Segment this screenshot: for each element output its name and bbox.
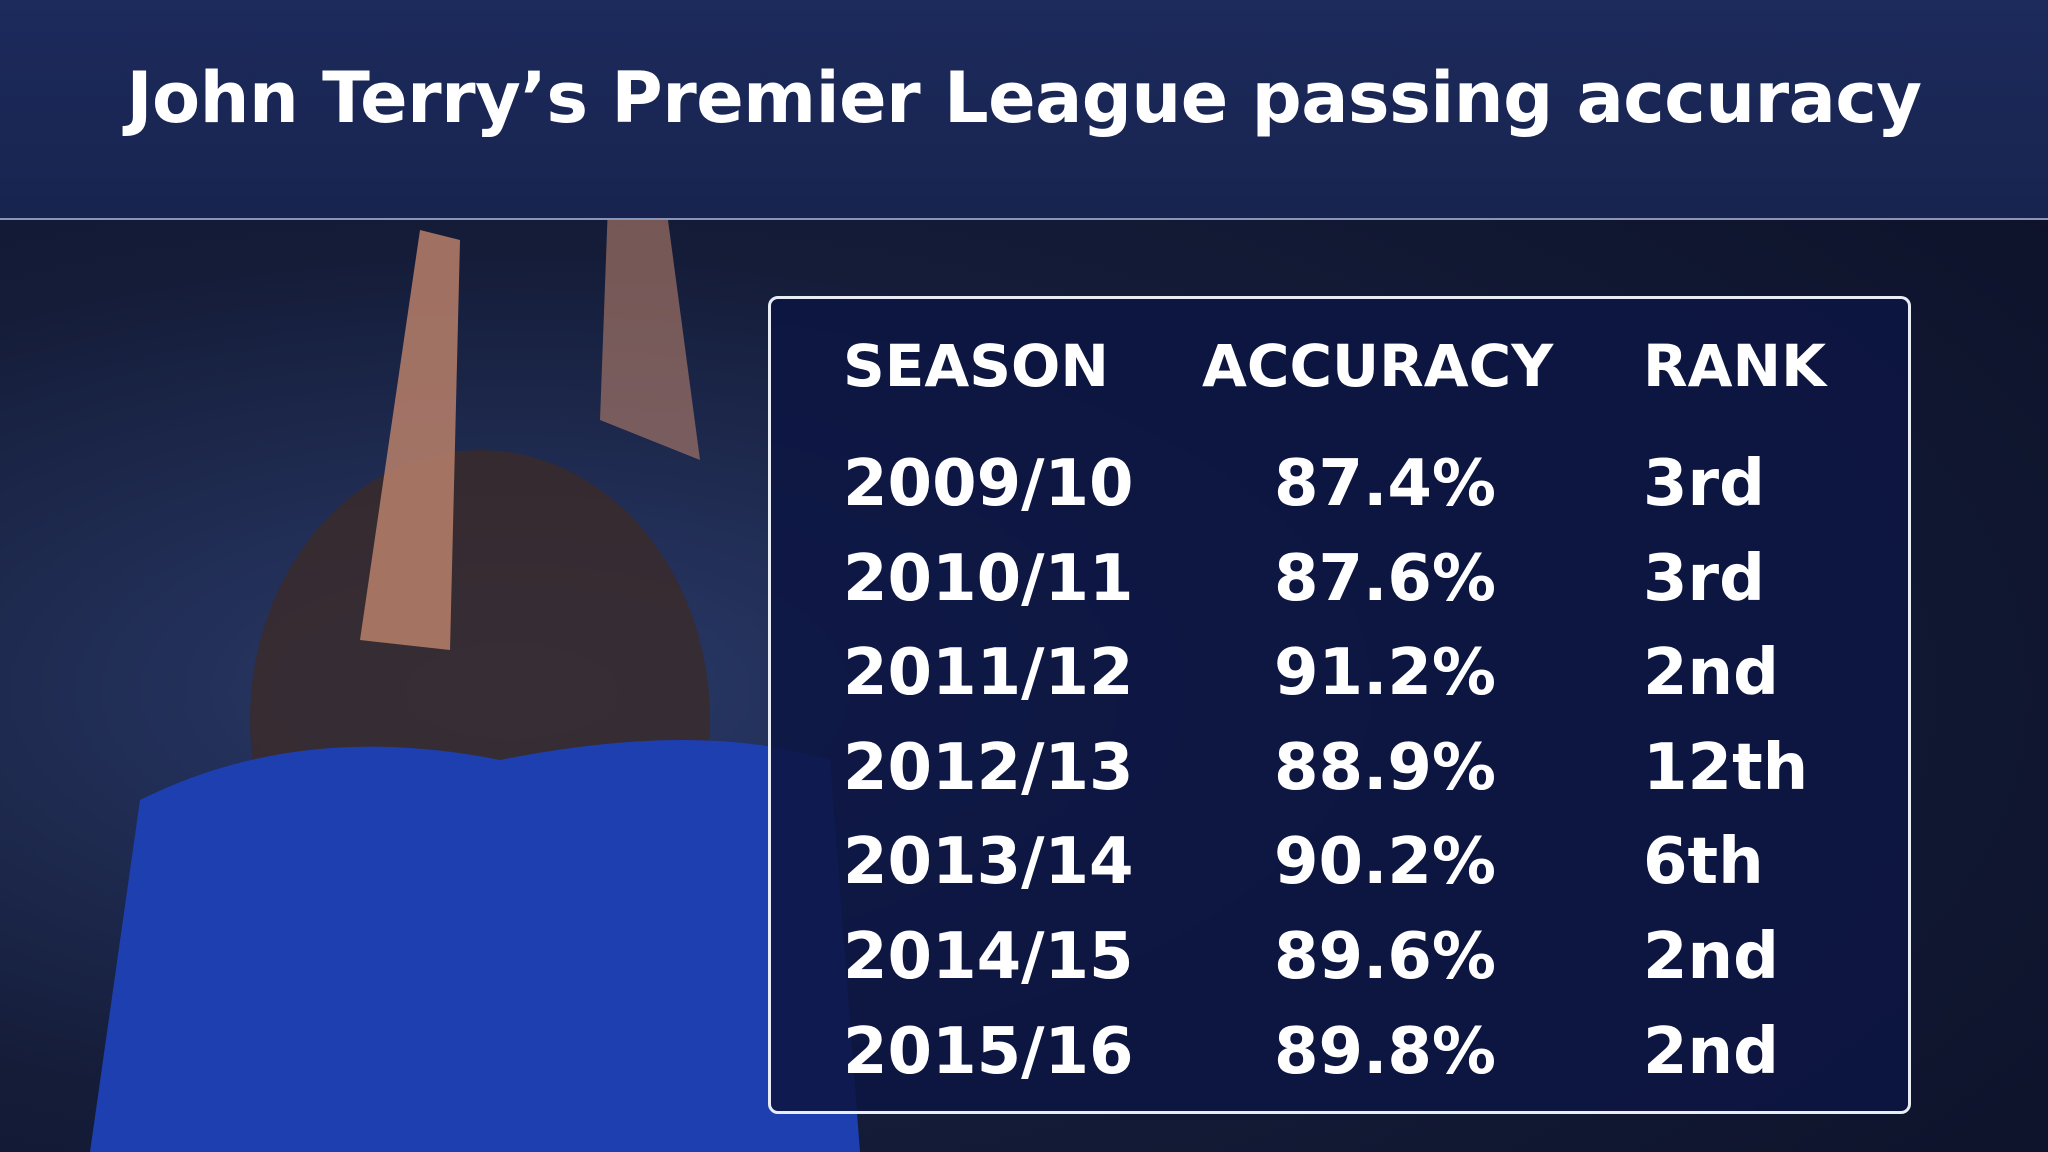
table-cell: 89.8% [1274, 1014, 1497, 1089]
table-cell: 90.2% [1274, 825, 1497, 900]
table-cell: 2015/16 [843, 1014, 1134, 1089]
table-cell: 87.4% [1274, 447, 1497, 521]
table-cell: 89.6% [1274, 920, 1497, 994]
table-cell: 88.9% [1274, 730, 1497, 805]
table-cell: 2nd [1643, 920, 1779, 994]
player-jersey [90, 740, 860, 1152]
column-header: ACCURACY [1202, 332, 1554, 400]
player-hand [600, 150, 700, 460]
table-cell: 2012/13 [843, 730, 1134, 805]
table-panel: SEASON ACCURACY RANK 2009/10 87.4% 3rd 2010/11… [768, 296, 1911, 1114]
player-hand [360, 230, 460, 650]
table-cell: 6th [1643, 825, 1764, 900]
table-cell: 3rd [1643, 447, 1765, 521]
table-cell: 2nd [1643, 1014, 1779, 1089]
column-header: SEASON [843, 332, 1109, 400]
table-cell: 87.6% [1274, 541, 1497, 616]
table-cell: 2014/15 [843, 920, 1134, 994]
table-cell: 3rd [1643, 541, 1765, 616]
table-cell: 12th [1643, 730, 1809, 805]
table-cell: 2011/12 [843, 636, 1134, 711]
table-cell: 2nd [1643, 636, 1779, 711]
table-cell: 2013/14 [843, 825, 1134, 900]
table-cell: 2010/11 [843, 541, 1134, 616]
table-cell: 91.2% [1274, 636, 1497, 711]
column-header: RANK [1643, 332, 1827, 400]
title: John Terry’s Premier League passing accu… [126, 57, 1922, 139]
title-bar: John Terry’s Premier League passing accu… [0, 0, 2048, 220]
table-cell: 2009/10 [843, 447, 1134, 521]
